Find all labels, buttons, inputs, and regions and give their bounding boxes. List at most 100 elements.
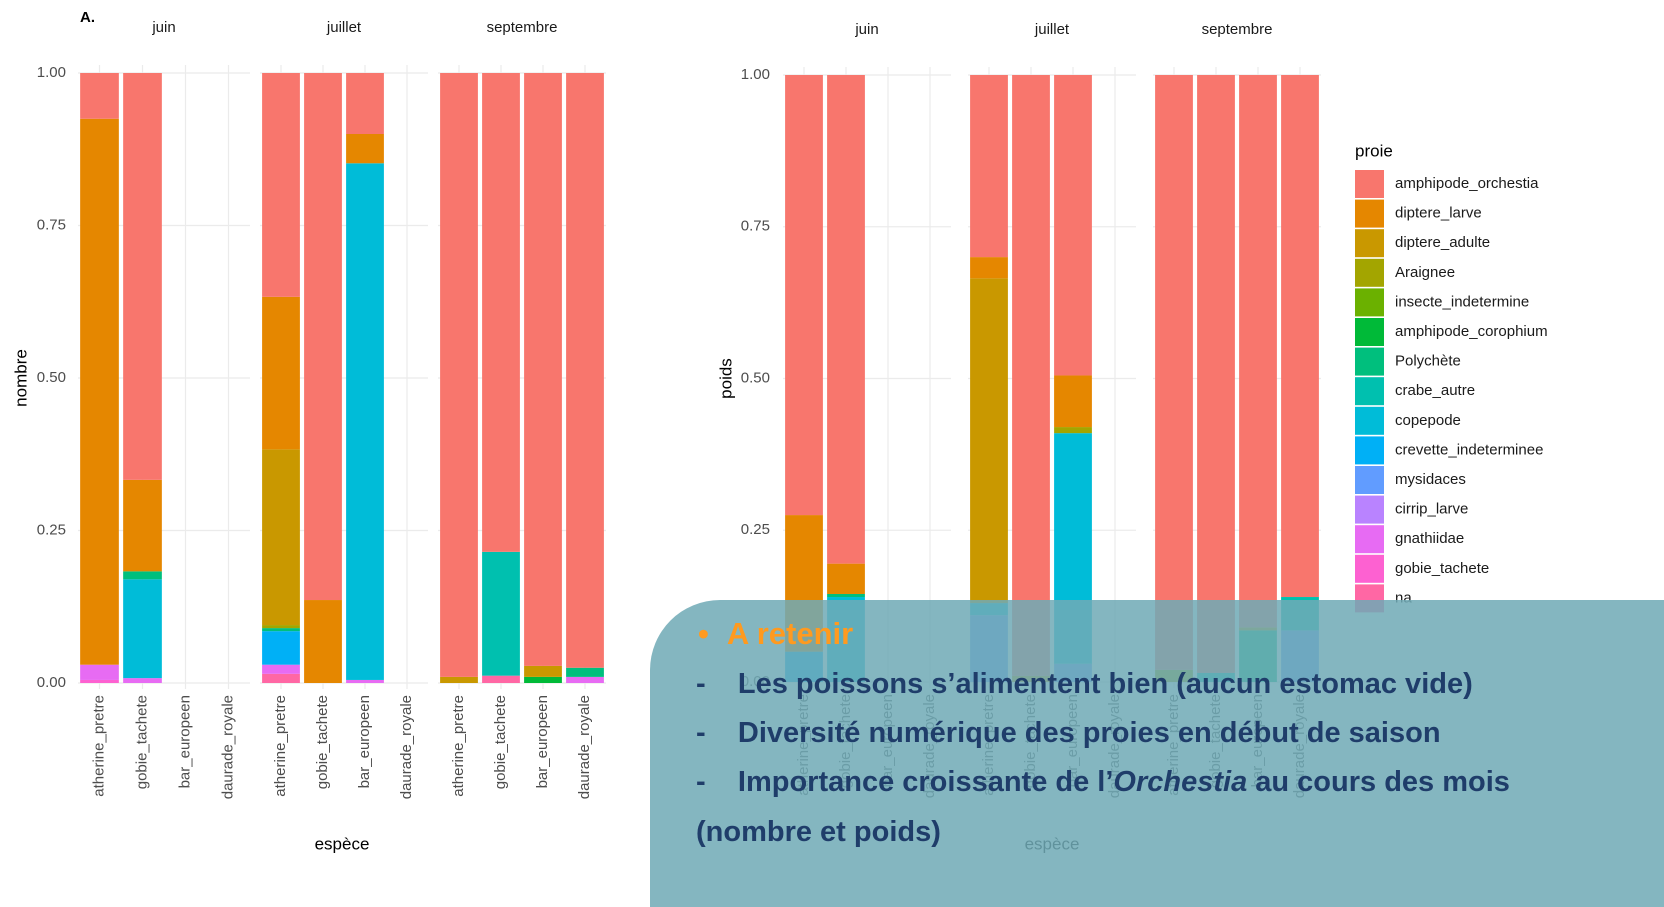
legend-label: copepode: [1395, 412, 1461, 429]
x-tick-label: daurade_royale: [576, 695, 593, 799]
y-axis-title: poids: [716, 358, 735, 399]
x-tick-label: atherine_pretre: [450, 695, 467, 797]
legend-label: diptere_larve: [1395, 205, 1482, 222]
bar-segment: [262, 73, 300, 297]
bar-segment: [80, 73, 119, 119]
legend-label: crevette_indeterminee: [1395, 441, 1543, 458]
x-tick-label: bar_europeen: [176, 695, 193, 788]
y-axis-title: nombre: [11, 349, 30, 407]
note-line: - Diversité numérique des proies en débu…: [696, 717, 1441, 749]
bar-segment: [346, 73, 384, 134]
legend-swatch: [1355, 170, 1384, 198]
bar-segment: [123, 73, 162, 480]
x-tick-label: gobie_tachete: [133, 695, 150, 789]
line-text: (nombre et poids): [696, 816, 941, 848]
bar-segment: [1054, 427, 1092, 434]
legend-swatch: [1355, 347, 1384, 376]
x-tick-label: atherine_pretre: [272, 695, 289, 797]
bar-segment: [80, 679, 119, 683]
legend-swatch: [1355, 199, 1384, 228]
y-tick-label: 0.00: [37, 674, 66, 691]
bar-segment: [346, 134, 384, 164]
facet-label: juillet: [1034, 21, 1070, 38]
bar-segment: [566, 73, 604, 668]
bar-segment: [80, 664, 119, 680]
bar-segment: [1239, 75, 1277, 628]
legend-swatch: [1355, 495, 1384, 524]
heading-text: A retenir: [726, 616, 854, 651]
y-tick-label: 1.00: [741, 66, 770, 83]
bar-segment: [304, 600, 342, 683]
legend-swatch: [1355, 406, 1384, 435]
legend-label: mysidaces: [1395, 471, 1466, 488]
legend-swatch: [1355, 229, 1384, 258]
bar-segment: [482, 551, 520, 676]
bar-segment: [440, 676, 478, 683]
bar-segment: [1012, 75, 1050, 676]
line-text: Diversité numérique des proies en début …: [737, 717, 1441, 749]
bar-segment: [524, 73, 562, 666]
facet-label: juin: [151, 19, 175, 36]
legend-swatch: [1355, 258, 1384, 287]
legend-label: gobie_tachete: [1395, 560, 1489, 577]
legend-label: Araignee: [1395, 264, 1455, 281]
facet-label: septembre: [487, 19, 558, 36]
bar-segment: [827, 563, 865, 594]
bar-segment: [566, 676, 604, 683]
x-tick-label: atherine_pretre: [90, 695, 107, 797]
x-axis-title: espèce: [315, 834, 370, 853]
bar-segment: [123, 479, 162, 572]
bar-segment: [1155, 75, 1193, 670]
bar-segment: [1054, 375, 1092, 428]
bar-segment: [346, 679, 384, 683]
note-heading: • A retenir: [698, 616, 854, 651]
legend-title: proie: [1355, 141, 1393, 160]
bar-segment: [123, 571, 162, 580]
bar-segment: [785, 75, 823, 516]
bar-segment: [262, 664, 300, 674]
bar-segment: [566, 667, 604, 677]
bar-segment: [80, 118, 119, 665]
bar-segment: [1054, 75, 1092, 376]
bar-segment: [482, 73, 520, 552]
y-tick-label: 0.25: [37, 521, 66, 538]
bar-segment: [262, 673, 300, 683]
bar-segment: [524, 665, 562, 677]
y-tick-label: 1.00: [37, 64, 66, 81]
line-text: Importance croissante de l’: [737, 766, 1114, 798]
y-tick-label: 0.50: [37, 369, 66, 386]
bar-segment: [262, 628, 300, 632]
facet-label: juillet: [326, 19, 362, 36]
legend-swatch: [1355, 318, 1384, 346]
y-tick-label: 0.25: [741, 521, 770, 538]
note-line: - Importance croissante de l’Orchestia a…: [696, 766, 1510, 798]
legend-swatch: [1355, 466, 1384, 494]
facet-label: septembre: [1202, 21, 1273, 38]
legend-label: Polychète: [1395, 353, 1461, 370]
legend-label: amphipode_orchestia: [1395, 175, 1539, 192]
x-tick-label: gobie_tachete: [314, 695, 331, 789]
legend-swatch: [1355, 554, 1384, 583]
bar-segment: [304, 73, 342, 601]
legend-label: cirrip_larve: [1395, 501, 1468, 518]
legend-swatch: [1355, 436, 1384, 465]
bar-segment: [440, 73, 478, 677]
line-text: Les poissons s’alimentent bien (aucun es…: [737, 668, 1473, 700]
bar-segment: [346, 163, 384, 680]
legend-label: gnathiidae: [1395, 530, 1464, 547]
facet-label: juin: [854, 21, 878, 38]
legend-label: amphipode_corophium: [1395, 323, 1548, 340]
y-tick-label: 0.75: [741, 218, 770, 235]
legend-swatch: [1355, 288, 1384, 317]
legend-swatch: [1355, 525, 1384, 554]
bar-segment: [262, 296, 300, 450]
x-tick-label: gobie_tachete: [492, 695, 509, 789]
note-line: - Les poissons s’alimentent bien (aucun …: [696, 668, 1473, 700]
x-tick-label: daurade_royale: [398, 695, 415, 799]
legend-label: diptere_adulte: [1395, 234, 1490, 251]
bar-segment: [123, 678, 162, 683]
y-tick-label: 0.50: [741, 369, 770, 386]
bar-segment: [262, 631, 300, 665]
bar-segment: [262, 449, 300, 626]
